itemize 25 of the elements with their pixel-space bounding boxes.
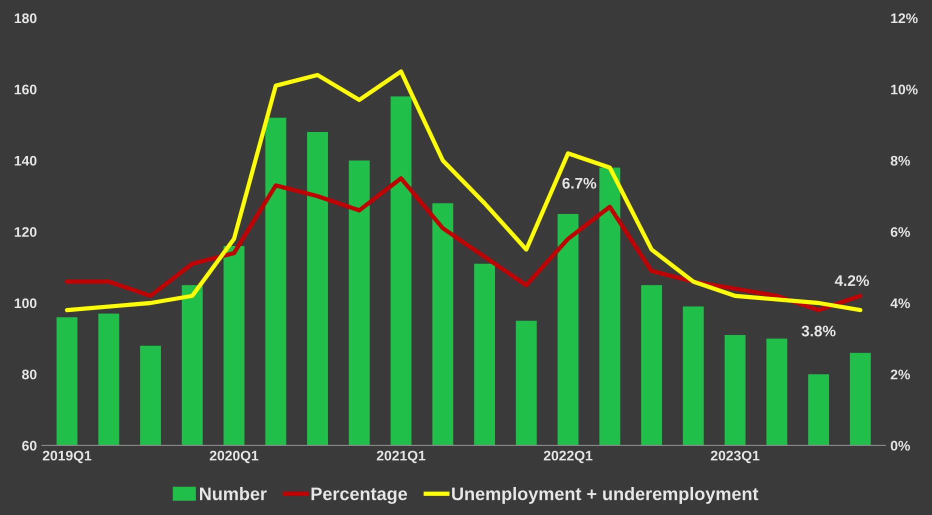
- y2-tick-label: 4%: [890, 298, 910, 308]
- x-tick-label: 2020Q1: [210, 450, 258, 464]
- legend-label: Number: [200, 486, 267, 500]
- y-tick-label: 100: [14, 298, 37, 308]
- y2-tick-label: 6%: [890, 227, 910, 237]
- y-tick-label: 80: [22, 370, 37, 380]
- y2-tick-label: 2%: [890, 370, 910, 380]
- x-tick-label: 2021Q1: [376, 450, 426, 464]
- x-tick-label: 2022Q1: [544, 450, 592, 464]
- y2-tick-label: 10%: [891, 84, 918, 94]
- y-tick-label: 180: [14, 13, 37, 24]
- x-tick-label: 2023Q1: [710, 450, 760, 464]
- y-tick-label: 140: [14, 156, 37, 166]
- y-tick-label: 160: [14, 84, 37, 94]
- y2-tick-label: 8%: [890, 156, 910, 166]
- data-label: 4.2%: [834, 275, 870, 286]
- legend-label: Percentage: [312, 488, 408, 504]
- data-label: 3.8%: [802, 326, 836, 336]
- data-label: 6.7%: [562, 178, 596, 189]
- y-tick-label: 60: [22, 440, 37, 451]
- y-tick-label: 120: [14, 227, 37, 237]
- y2-tick-label: 0%: [890, 440, 910, 451]
- legend-label: Unemployment + underemployment: [452, 486, 758, 504]
- x-tick-label: 2019Q1: [42, 450, 92, 464]
- y2-tick-label: 12%: [891, 13, 918, 24]
